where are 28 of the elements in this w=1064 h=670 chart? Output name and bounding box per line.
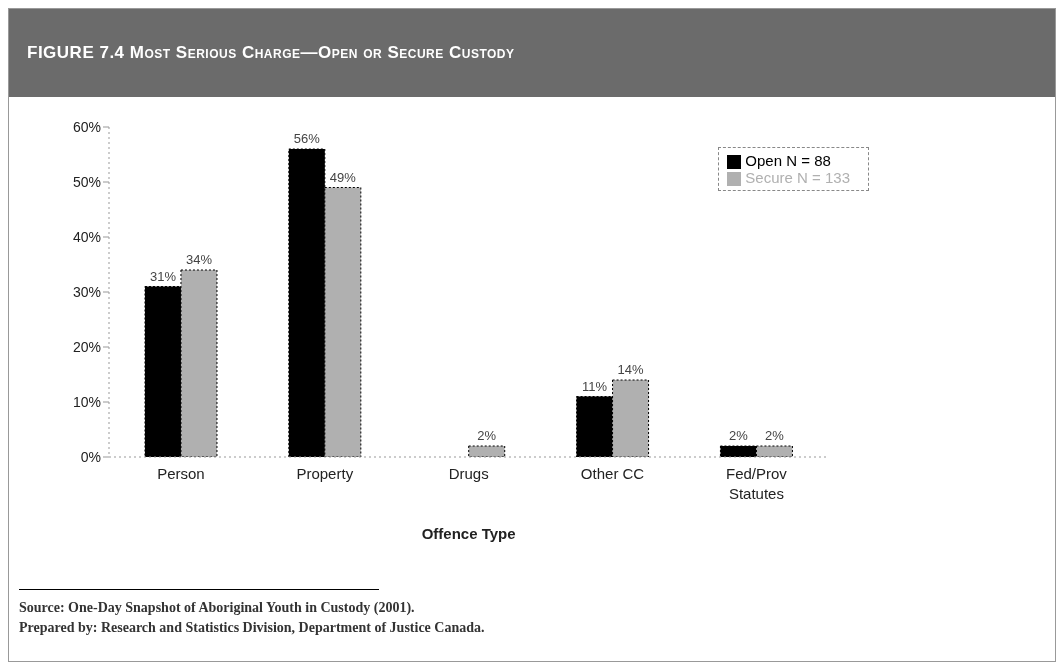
y-tick-label: 10% <box>72 393 101 410</box>
data-label: 11% <box>582 378 608 394</box>
data-label: 2% <box>765 428 785 443</box>
y-tick-label: 30% <box>72 283 101 300</box>
chart-title: FIGURE 7.4 Most Serious Charge—Open or Secure Custody <box>9 9 1055 97</box>
x-tick-label: Property <box>296 465 354 482</box>
y-tick-label: 60% <box>72 118 101 135</box>
bar <box>468 445 506 457</box>
data-label: 56% <box>293 131 321 146</box>
data-label: 31% <box>149 268 177 284</box>
x-tick-label: Person <box>157 465 205 482</box>
y-tick-label: 40% <box>72 228 101 245</box>
source-note: Source: One-Day Snapshot of Aboriginal Youth in Custody (2001). <box>19 600 416 616</box>
legend-label: Open N = 88 <box>745 152 831 169</box>
y-tick-label: 0% <box>80 448 101 465</box>
data-label: 34% <box>185 252 213 267</box>
data-label: 49% <box>329 169 357 185</box>
data-label: 2% <box>477 428 497 443</box>
y-tick-label: 50% <box>72 173 101 190</box>
y-tick-label: 20% <box>72 338 101 355</box>
data-label: 2% <box>729 428 749 443</box>
x-axis-title: Offence Type <box>421 525 516 542</box>
x-tick-label: Drugs <box>448 465 489 482</box>
x-tick-label: Other CC <box>580 465 645 482</box>
text: Prepared by: Research and Statistics Division, Department of Justice Canada. <box>19 620 485 636</box>
legend-label: Secure N = 133 <box>745 169 850 187</box>
x-tick-label: Fed/Prov Statutes <box>725 465 788 502</box>
data-label: 14% <box>617 362 645 377</box>
